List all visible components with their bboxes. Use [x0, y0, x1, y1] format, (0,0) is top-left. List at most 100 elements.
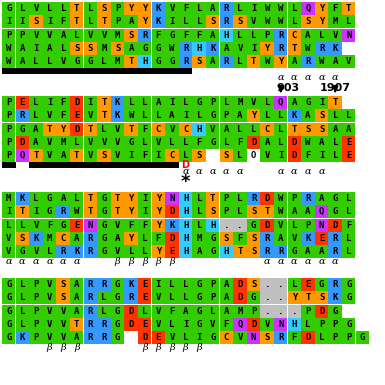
Bar — [233, 55, 247, 68]
Text: A: A — [47, 44, 52, 53]
Text: G: G — [115, 333, 120, 342]
Text: L: L — [237, 30, 243, 40]
Bar — [56, 192, 70, 205]
Bar — [138, 278, 151, 291]
Text: T: T — [74, 151, 79, 160]
Bar — [56, 206, 70, 218]
Bar — [206, 331, 219, 344]
Text: Y: Y — [142, 4, 147, 13]
Bar — [315, 305, 328, 318]
Text: α: α — [5, 258, 12, 266]
Bar — [111, 109, 124, 122]
Text: T: T — [115, 207, 120, 216]
Text: C: C — [60, 234, 66, 243]
Text: V: V — [47, 151, 52, 160]
Bar — [16, 55, 29, 68]
Text: K: K — [33, 234, 38, 243]
Text: I: I — [278, 151, 283, 160]
Bar — [2, 15, 15, 28]
Bar — [97, 122, 110, 136]
Bar — [43, 206, 56, 218]
Bar — [206, 2, 219, 15]
Bar — [152, 192, 165, 205]
Text: L: L — [169, 138, 175, 147]
Bar — [247, 122, 260, 136]
Text: V: V — [237, 44, 243, 53]
Bar — [138, 28, 151, 42]
Bar — [97, 331, 110, 344]
Bar — [328, 2, 342, 15]
Text: A: A — [319, 247, 324, 256]
Bar — [16, 136, 29, 149]
Text: F: F — [237, 234, 243, 243]
Text: L: L — [183, 138, 188, 147]
Text: S: S — [210, 207, 216, 216]
Bar — [152, 318, 165, 331]
Text: A: A — [292, 57, 297, 66]
Bar — [29, 109, 43, 122]
Text: S: S — [224, 234, 229, 243]
Bar — [124, 42, 138, 55]
Text: C: C — [224, 333, 229, 342]
Text: L: L — [142, 247, 147, 256]
Text: V: V — [115, 221, 120, 229]
Text: L: L — [278, 124, 283, 134]
Bar — [342, 291, 355, 305]
Bar — [124, 122, 138, 136]
Bar — [288, 192, 301, 205]
Text: D: D — [237, 280, 243, 289]
Bar — [43, 149, 56, 162]
Text: L: L — [129, 98, 134, 107]
Text: P: P — [6, 138, 12, 147]
Bar — [97, 206, 110, 218]
Text: α: α — [60, 258, 67, 266]
Bar — [260, 305, 274, 318]
Text: S: S — [264, 333, 270, 342]
Text: L: L — [346, 234, 352, 243]
Bar — [43, 291, 56, 305]
Text: L: L — [101, 306, 107, 315]
Text: G: G — [169, 57, 175, 66]
Text: L: L — [101, 124, 107, 134]
Text: R: R — [278, 333, 283, 342]
Bar — [328, 278, 342, 291]
Text: R: R — [20, 111, 25, 120]
Bar — [233, 278, 247, 291]
Bar — [29, 206, 43, 218]
Bar — [288, 232, 301, 245]
Text: F: F — [346, 221, 352, 229]
Text: L: L — [169, 320, 175, 329]
Bar — [192, 245, 206, 258]
Bar — [179, 305, 192, 318]
Bar — [315, 318, 328, 331]
Text: A: A — [305, 111, 311, 120]
Bar — [152, 331, 165, 344]
Text: I: I — [20, 17, 25, 26]
Text: L: L — [20, 4, 25, 13]
Bar — [124, 206, 138, 218]
Bar — [97, 232, 110, 245]
Bar — [301, 15, 315, 28]
Text: L: L — [319, 333, 324, 342]
Text: β: β — [169, 343, 175, 353]
Text: L: L — [237, 57, 243, 66]
Bar — [111, 206, 124, 218]
Text: A: A — [183, 306, 188, 315]
Text: V: V — [47, 280, 52, 289]
Bar — [97, 291, 110, 305]
Text: β: β — [183, 343, 188, 353]
Bar — [2, 291, 15, 305]
Bar — [152, 42, 165, 55]
Bar — [274, 122, 287, 136]
Bar — [192, 122, 206, 136]
Text: L: L — [210, 306, 216, 315]
Bar — [84, 232, 97, 245]
Text: S: S — [115, 44, 120, 53]
Bar — [288, 15, 301, 28]
Text: I: I — [142, 207, 147, 216]
Text: S: S — [224, 151, 229, 160]
Bar — [288, 278, 301, 291]
Bar — [97, 42, 110, 55]
Text: I: I — [88, 98, 93, 107]
Bar — [165, 149, 179, 162]
